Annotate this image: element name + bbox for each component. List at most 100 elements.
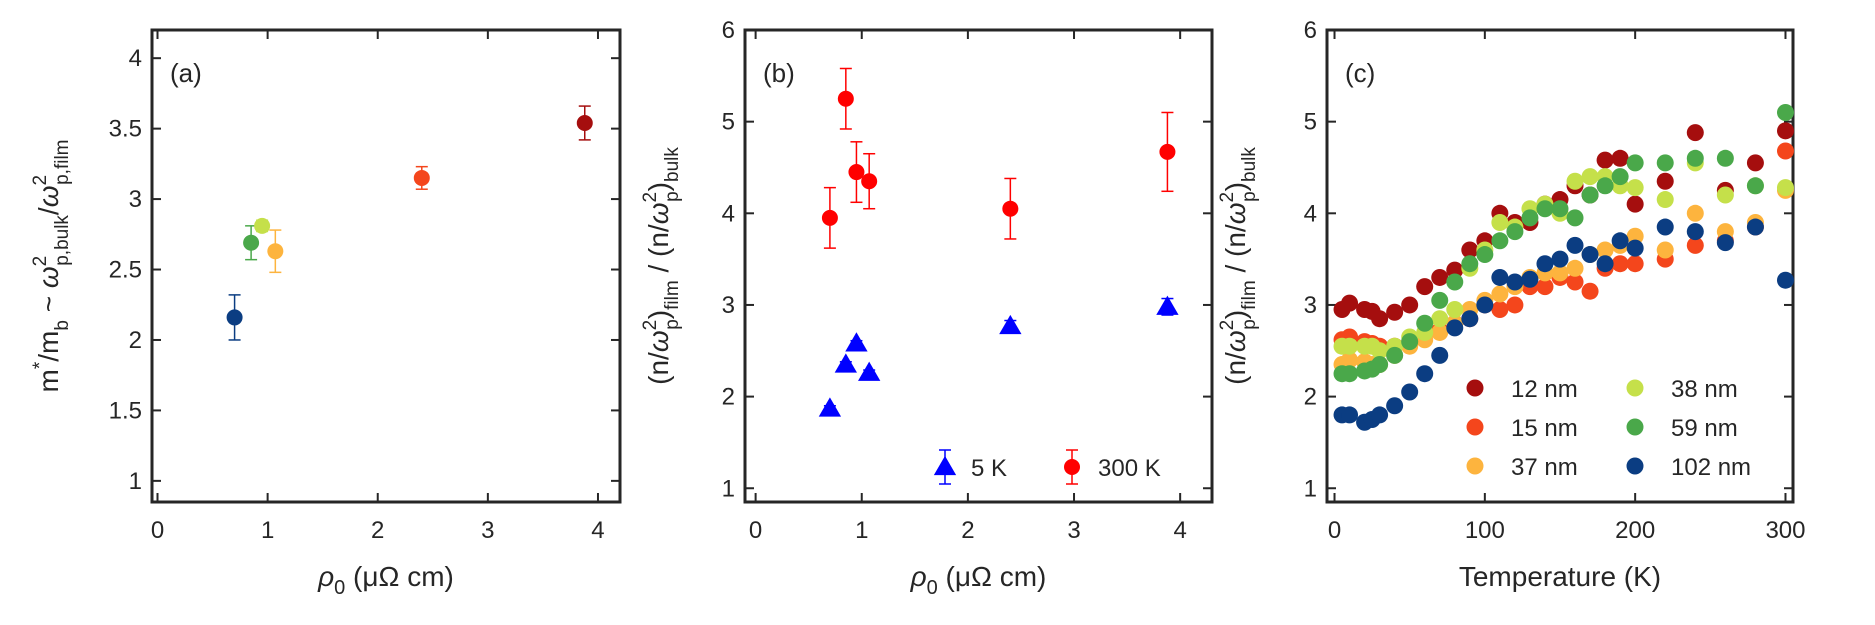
data-point (1581, 282, 1599, 300)
data-point (1521, 209, 1539, 227)
legend-marker (1626, 379, 1644, 397)
x-tick-label: 0 (1328, 517, 1341, 544)
y-tick-label: 2 (129, 327, 142, 354)
data-point (1626, 227, 1644, 245)
data-point (1341, 406, 1359, 424)
legend-label: 59 nm (1671, 415, 1738, 442)
data-point (1686, 236, 1704, 254)
data-point (1596, 177, 1614, 195)
data-point (1536, 200, 1554, 218)
data-point (1386, 397, 1404, 415)
legend-label: 300 K (1098, 455, 1161, 482)
data-point (1416, 314, 1434, 332)
y-tick-label: 2.5 (109, 257, 142, 284)
data-point (837, 90, 854, 107)
data-point (1431, 323, 1449, 341)
y-tick-label: 1 (1304, 475, 1317, 502)
data-point (1566, 259, 1584, 277)
data-point (1581, 246, 1599, 264)
y-axis-label: m*/mb ~ ω2p,bulk/ω2p,film (30, 139, 73, 392)
data-point (821, 209, 838, 226)
legend: 12 nm 38 nm 15 nm 59 nm 37 nm 102 nm (1466, 376, 1751, 481)
data-point (1686, 124, 1704, 142)
legend-label: 5 K (971, 455, 1007, 482)
panel-c: 0 100 200 300 1 2 3 4 5 6 (c) Temperature (K) (n/ω2p… (1217, 17, 1806, 592)
legend-marker (1466, 418, 1484, 436)
data-point (1716, 149, 1734, 167)
y-tick-label: 4 (129, 45, 142, 72)
data-point (1371, 356, 1389, 374)
x-tick-label: 1 (261, 517, 274, 544)
x-tick-label: 4 (1173, 517, 1186, 544)
data-point (254, 217, 271, 234)
data-point (1461, 255, 1479, 273)
data-point (1596, 151, 1614, 169)
data-point (1581, 186, 1599, 204)
data-point (999, 314, 1022, 335)
data-point (1446, 319, 1464, 337)
data-point (1626, 255, 1644, 273)
data-point (1566, 209, 1584, 227)
data-point (1656, 191, 1674, 209)
legend-marker (1626, 418, 1644, 436)
x-axis-label: Temperature (K) (1459, 561, 1661, 592)
data-point (861, 173, 878, 190)
data-point (1401, 296, 1419, 314)
data-point (1566, 172, 1584, 190)
x-tick-label: 0 (151, 517, 164, 544)
data-point (858, 361, 881, 381)
data-point (1506, 223, 1524, 241)
legend-marker (1466, 457, 1484, 475)
data-point (1446, 301, 1464, 319)
data-point (1491, 301, 1509, 319)
data-point (1341, 337, 1359, 355)
data-point (1716, 234, 1734, 252)
series-5k (818, 295, 1179, 417)
data-point (1776, 122, 1794, 140)
data-point (1461, 241, 1479, 259)
y-tick-label: 6 (722, 17, 735, 44)
data-point (1626, 195, 1644, 213)
x-tick-label: 300 (1765, 517, 1805, 544)
x-tick-label: 3 (481, 517, 494, 544)
data-point (1521, 270, 1539, 288)
data-point (1596, 255, 1614, 273)
data-point (243, 234, 260, 251)
data-point (1446, 273, 1464, 291)
data-point (1491, 285, 1509, 303)
data-point (1746, 177, 1764, 195)
data-point (1551, 200, 1569, 218)
legend-label: 12 nm (1511, 376, 1578, 403)
data-point (1431, 310, 1449, 328)
legend-label: 15 nm (1511, 415, 1578, 442)
data-point (1371, 342, 1389, 360)
data-point (1626, 154, 1644, 172)
data-point (1536, 278, 1554, 296)
data-point (1371, 406, 1389, 424)
series-300k (821, 67, 1176, 249)
y-tick-label: 3.5 (109, 116, 142, 143)
data-point (1416, 278, 1434, 296)
y-tick-label: 6 (1304, 17, 1317, 44)
y-axis-label: (n/ω2p)film / (n/ω2p)bulk (640, 147, 683, 385)
data-point (1686, 223, 1704, 241)
legend-marker (1466, 379, 1484, 397)
y-tick-label: 3 (129, 186, 142, 213)
data-point (1611, 255, 1629, 273)
x-axis-label: ρ0 (μΩ cm) (910, 561, 1047, 599)
plot-frame (743, 28, 1214, 504)
x-tick-label: 2 (371, 517, 384, 544)
data-point (818, 397, 842, 417)
data-point (1551, 250, 1569, 268)
data-point (1776, 179, 1794, 197)
plot-frame (150, 28, 622, 504)
y-axis-label: (n/ω2p)film / (n/ω2p)bulk (1217, 147, 1260, 385)
y-tick-label: 1 (722, 475, 735, 502)
y-tick-label: 1.5 (109, 397, 142, 424)
data-point (1386, 303, 1404, 321)
x-tick-label: 3 (1067, 517, 1080, 544)
data-point (1431, 291, 1449, 309)
data-point (1002, 200, 1019, 217)
data-point (1596, 241, 1614, 259)
